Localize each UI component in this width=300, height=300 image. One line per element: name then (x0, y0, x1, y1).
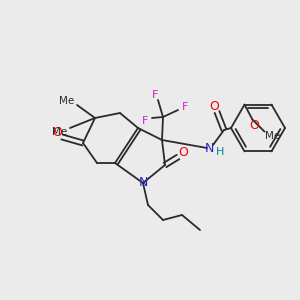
Text: Me: Me (52, 127, 68, 137)
Text: H: H (216, 147, 224, 157)
Text: N: N (138, 176, 148, 190)
Text: O: O (178, 146, 188, 160)
Text: F: F (152, 90, 158, 100)
Text: Me: Me (265, 130, 280, 141)
Text: O: O (250, 119, 260, 132)
Text: N: N (204, 142, 214, 154)
Text: F: F (142, 116, 148, 126)
Text: F: F (182, 102, 188, 112)
Text: Me: Me (59, 96, 75, 106)
Text: O: O (52, 125, 62, 139)
Text: O: O (209, 100, 219, 112)
